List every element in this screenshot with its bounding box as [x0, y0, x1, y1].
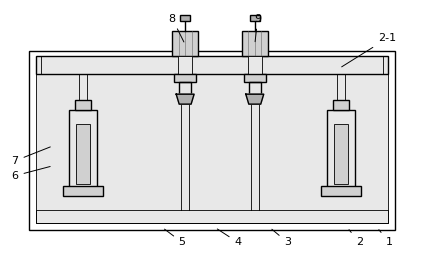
Bar	[179, 82, 191, 94]
Text: 6: 6	[11, 166, 50, 181]
Bar	[244, 74, 266, 82]
Bar	[174, 74, 196, 82]
Bar	[180, 15, 190, 20]
Text: 2-1: 2-1	[342, 34, 396, 67]
Bar	[75, 100, 91, 110]
Polygon shape	[246, 94, 264, 104]
Text: 1: 1	[379, 230, 393, 247]
Bar	[242, 30, 268, 56]
Text: 5: 5	[165, 229, 186, 247]
Bar	[41, 56, 383, 74]
Bar	[172, 30, 198, 56]
Bar	[36, 58, 388, 223]
Bar	[76, 124, 89, 184]
Text: 9: 9	[254, 14, 261, 42]
Text: 3: 3	[272, 229, 291, 247]
Bar	[249, 82, 261, 94]
Bar	[335, 124, 348, 184]
Text: 4: 4	[218, 229, 241, 247]
Bar	[178, 56, 192, 74]
Text: 2: 2	[349, 230, 363, 247]
Polygon shape	[176, 94, 194, 104]
Bar	[321, 186, 361, 196]
Bar	[250, 15, 260, 20]
Bar	[248, 56, 262, 74]
Bar	[63, 186, 103, 196]
Bar	[327, 110, 355, 188]
Text: 7: 7	[11, 147, 50, 166]
Bar	[333, 100, 349, 110]
Bar	[36, 210, 388, 223]
Bar	[36, 56, 388, 74]
Bar	[29, 51, 395, 230]
Text: 8: 8	[169, 14, 184, 42]
Bar	[69, 110, 97, 188]
